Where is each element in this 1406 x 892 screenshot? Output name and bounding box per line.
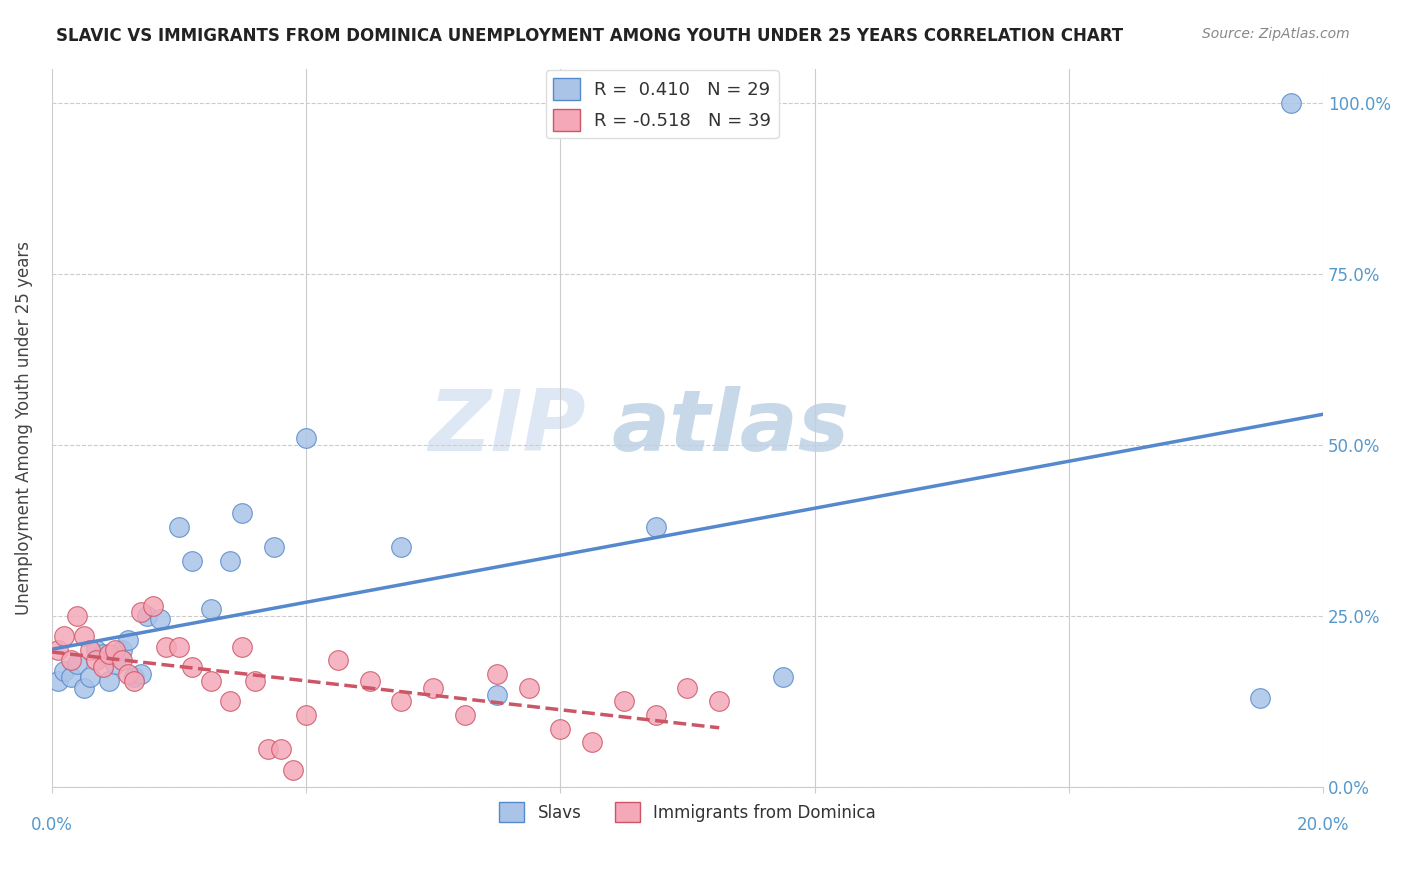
Point [644, 520, 666, 534]
Point [454, 708, 477, 723]
Point [613, 694, 636, 708]
Point [1249, 690, 1271, 705]
Point [709, 694, 731, 708]
Point [772, 670, 794, 684]
Point [644, 708, 666, 723]
Point [1279, 95, 1302, 110]
Point [72, 681, 94, 695]
Point [124, 670, 146, 684]
Point [200, 602, 222, 616]
Point [66, 657, 89, 671]
Point [97, 647, 120, 661]
Point [167, 640, 190, 654]
Point [91, 660, 114, 674]
Point [581, 735, 603, 749]
Text: Source: ZipAtlas.com: Source: ZipAtlas.com [1202, 27, 1350, 41]
Point [84, 643, 107, 657]
Point [389, 541, 412, 555]
Point [53, 629, 76, 643]
Point [104, 657, 127, 671]
Point [79, 643, 101, 657]
Text: 20.0%: 20.0% [1296, 815, 1350, 834]
Point [124, 673, 146, 688]
Point [136, 608, 159, 623]
Point [270, 742, 292, 756]
Point [231, 506, 253, 520]
Point [283, 763, 305, 777]
Point [180, 660, 202, 674]
Text: 0.0%: 0.0% [31, 815, 73, 834]
Point [295, 431, 318, 445]
Text: SLAVIC VS IMMIGRANTS FROM DOMINICA UNEMPLOYMENT AMONG YOUTH UNDER 25 YEARS CORRE: SLAVIC VS IMMIGRANTS FROM DOMINICA UNEMP… [56, 27, 1123, 45]
Point [359, 673, 381, 688]
Point [46, 643, 69, 657]
Point [485, 688, 508, 702]
Point [263, 541, 285, 555]
Point [46, 673, 69, 688]
Point [97, 673, 120, 688]
Point [218, 694, 240, 708]
Point [218, 554, 240, 568]
Point [129, 606, 152, 620]
Point [243, 673, 266, 688]
Text: ZIP: ZIP [427, 386, 586, 469]
Point [517, 681, 540, 695]
Point [295, 708, 318, 723]
Point [117, 632, 139, 647]
Legend: Slavs, Immigrants from Dominica: Slavs, Immigrants from Dominica [492, 795, 883, 829]
Point [200, 673, 222, 688]
Point [104, 643, 127, 657]
Point [142, 599, 165, 613]
Point [167, 520, 190, 534]
Point [231, 640, 253, 654]
Point [66, 608, 89, 623]
Point [149, 612, 172, 626]
Point [79, 670, 101, 684]
Point [389, 694, 412, 708]
Point [550, 722, 572, 736]
Point [676, 681, 699, 695]
Point [59, 653, 82, 667]
Point [180, 554, 202, 568]
Point [422, 681, 444, 695]
Point [72, 629, 94, 643]
Point [59, 670, 82, 684]
Point [155, 640, 177, 654]
Point [53, 664, 76, 678]
Y-axis label: Unemployment Among Youth under 25 years: Unemployment Among Youth under 25 years [15, 241, 32, 615]
Point [84, 653, 107, 667]
Point [485, 667, 508, 681]
Text: atlas: atlas [612, 386, 849, 469]
Point [257, 742, 280, 756]
Point [129, 667, 152, 681]
Point [117, 667, 139, 681]
Point [91, 647, 114, 661]
Point [326, 653, 349, 667]
Point [111, 653, 134, 667]
Point [111, 643, 134, 657]
